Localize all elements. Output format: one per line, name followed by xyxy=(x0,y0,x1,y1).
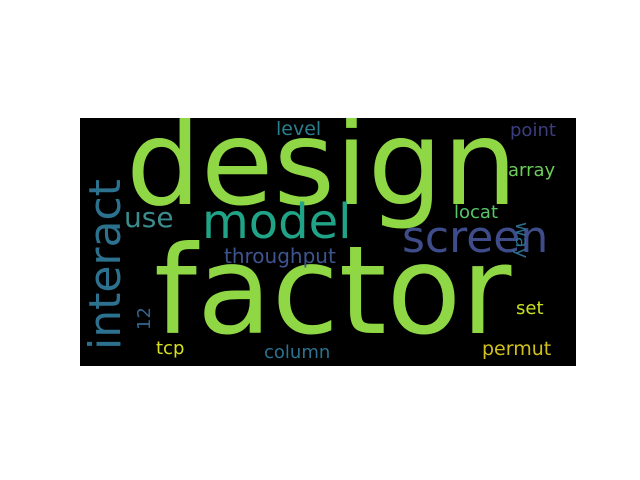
word-screen: screen xyxy=(402,212,549,263)
word-tcp: tcp xyxy=(156,338,185,359)
word-permut: permut xyxy=(482,338,552,360)
word-design: design xyxy=(126,118,518,232)
word-throughput: throughput xyxy=(224,244,336,268)
word-way: way xyxy=(511,222,532,259)
word-point: point xyxy=(510,120,556,141)
word-locat: locat xyxy=(454,202,498,223)
word-set: set xyxy=(516,298,544,319)
word-12: 12 xyxy=(134,307,155,330)
word-cloud: design factor model screen interact use … xyxy=(80,118,576,366)
word-use: use xyxy=(124,201,174,234)
word-interact: interact xyxy=(80,179,131,350)
word-level: level xyxy=(276,118,322,140)
word-array: array xyxy=(508,160,556,181)
word-model: model xyxy=(202,194,352,250)
word-factor: factor xyxy=(154,220,512,362)
word-column: column xyxy=(264,342,331,363)
